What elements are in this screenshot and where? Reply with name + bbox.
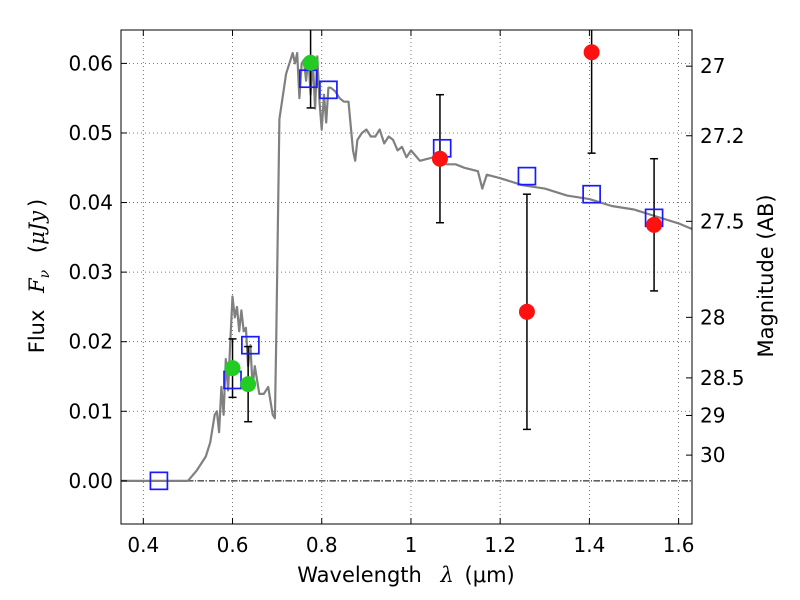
plot-frame (120, 29, 693, 525)
model-bandpass-square (319, 80, 338, 100)
y-tick-label: 0.03 (68, 260, 113, 284)
x-axis-label-unit: μm (473, 563, 507, 587)
axis-ticks: 0.4 0.6 0.8 1 1.2 1.4 1.6 0.00 0.01 0.02 0.03 0.04 0… (68, 30, 745, 557)
y-tick-label: 0.04 (68, 191, 113, 215)
faint-point (646, 216, 663, 233)
y-axis-label-subscript: ν (37, 269, 53, 278)
x-tick-label: 1.2 (484, 533, 516, 557)
detected-point (240, 376, 257, 393)
y-tick-label: 0.05 (68, 121, 113, 145)
model-sed-curve (121, 51, 693, 482)
faint-point (431, 150, 448, 167)
y-axis-label: Flux Fν (μJy) (25, 199, 54, 353)
y-tick-label: 0.00 (68, 469, 113, 493)
x-tick-label: 1 (405, 533, 418, 557)
error-bars (228, 30, 659, 431)
y-tick-label: 0.02 (68, 330, 113, 354)
x-tick-label: 0.4 (127, 533, 159, 557)
sed-curve-path (121, 51, 693, 482)
detected-point (224, 360, 241, 377)
x-tick-label: 0.8 (306, 533, 338, 557)
y-tick-label: 0.01 (68, 399, 113, 423)
x-axis-label-symbol: λ (440, 563, 454, 587)
magnitude-tick-label: 30 (700, 443, 725, 467)
model-bandpass-square (517, 166, 537, 186)
faint-point (583, 44, 600, 61)
magnitude-tick-label: 27.2 (700, 124, 745, 148)
magnitude-tick-label: 28.5 (700, 366, 745, 390)
detected-point (302, 54, 319, 71)
x-axis-label-text: Wavelength (297, 563, 422, 587)
model-bandpass-points (149, 69, 664, 491)
x-tick-label: 0.6 (217, 533, 249, 557)
grid (121, 30, 692, 524)
model-bandpass-square (241, 335, 260, 355)
magnitude-tick-label: 29 (700, 403, 725, 427)
x-tick-label: 1.6 (663, 533, 695, 557)
faint-point (518, 303, 535, 320)
model-bandpass-square (149, 471, 169, 491)
observed-points (224, 44, 663, 393)
y-axis-label-text: Flux (25, 310, 49, 354)
model-bandpass-square (582, 184, 601, 204)
y-tick-label: 0.06 (68, 51, 113, 75)
x-tick-label: 1.4 (573, 533, 605, 557)
x-axis-label: Wavelength λ (μm) (297, 563, 515, 587)
y-axis-label-symbol: F (25, 277, 49, 294)
magnitude-tick-label: 27.5 (700, 209, 745, 233)
magnitude-axis-label: Magnitude (AB) (754, 194, 778, 357)
y-axis-label-unit: μJy (25, 210, 49, 245)
magnitude-tick-label: 28 (700, 305, 725, 329)
magnitude-tick-label: 27 (700, 54, 725, 78)
